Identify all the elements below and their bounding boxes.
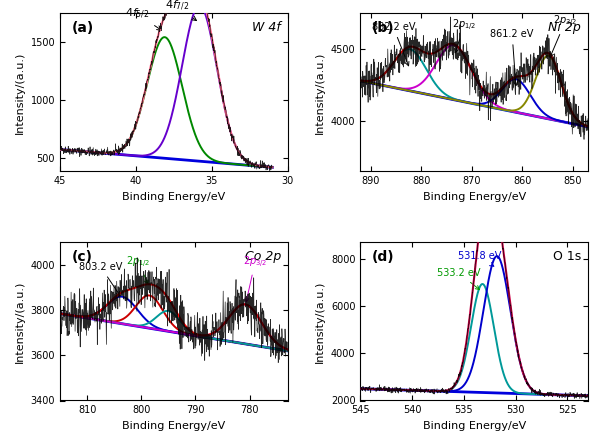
Text: 531.8 eV: 531.8 eV	[458, 251, 501, 266]
Text: (d): (d)	[372, 251, 394, 264]
Text: Co 2p: Co 2p	[245, 251, 281, 263]
Text: 533.2 eV: 533.2 eV	[437, 268, 481, 290]
Text: 803.2 eV: 803.2 eV	[79, 262, 122, 296]
X-axis label: Binding Energy/eV: Binding Energy/eV	[122, 421, 226, 431]
Y-axis label: Intensity/(a.u.): Intensity/(a.u.)	[15, 280, 25, 363]
Text: $2p_{3/2}$: $2p_{3/2}$	[243, 255, 267, 302]
Y-axis label: Intensity/(a.u.): Intensity/(a.u.)	[316, 51, 325, 134]
Text: O 1s: O 1s	[553, 251, 581, 263]
Text: (c): (c)	[71, 251, 92, 264]
Y-axis label: Intensity/(a.u.): Intensity/(a.u.)	[15, 51, 25, 134]
X-axis label: Binding Energy/eV: Binding Energy/eV	[422, 421, 526, 431]
Text: $4f_{7/2}$: $4f_{7/2}$	[164, 0, 196, 20]
Text: (b): (b)	[372, 21, 394, 35]
Text: (a): (a)	[71, 21, 94, 35]
Text: $2p_{3/2}$: $2p_{3/2}$	[550, 14, 577, 57]
Text: 861.2 eV: 861.2 eV	[490, 29, 534, 85]
X-axis label: Binding Energy/eV: Binding Energy/eV	[422, 192, 526, 202]
Y-axis label: Intensity/(a.u.): Intensity/(a.u.)	[316, 280, 325, 363]
X-axis label: Binding Energy/eV: Binding Energy/eV	[122, 192, 226, 202]
Text: $2p_{1/2}$: $2p_{1/2}$	[127, 255, 151, 284]
Text: $2p_{1/2}$: $2p_{1/2}$	[452, 18, 476, 53]
Text: Ni 2p: Ni 2p	[548, 21, 581, 34]
Text: W 4f: W 4f	[252, 21, 281, 34]
Text: $4f_{5/2}$: $4f_{5/2}$	[125, 7, 161, 30]
Text: 882.2 eV: 882.2 eV	[371, 22, 415, 66]
